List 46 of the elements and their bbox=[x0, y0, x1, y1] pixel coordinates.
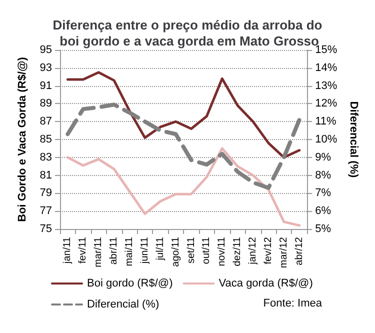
x-tick-label: mar/12 bbox=[278, 236, 290, 268]
y2-tick-label: 12% bbox=[315, 98, 338, 110]
y2-tick-label: 11% bbox=[315, 116, 337, 128]
line-series bbox=[66, 71, 301, 159]
y-tick-label: 79 bbox=[40, 187, 52, 200]
x-tick-label: jun/11 bbox=[139, 236, 150, 265]
line-series bbox=[66, 102, 302, 190]
y-tick-label: 87 bbox=[40, 116, 52, 128]
y2-tick-label: 14% bbox=[315, 62, 338, 74]
y-axis-title: Boi Gordo e Vaca Gorda (R$/@) bbox=[16, 56, 28, 222]
x-tick-label: abr/12 bbox=[294, 236, 305, 266]
legend-label: Diferencial (%) bbox=[87, 298, 160, 310]
y-tick-label: 89 bbox=[40, 98, 52, 110]
y-tick-label: 75 bbox=[40, 223, 52, 235]
y2-tick-label: 7% bbox=[315, 187, 332, 200]
x-tick-label: jan/11 bbox=[62, 236, 74, 265]
source-note: Fonte: Imea bbox=[263, 298, 323, 310]
x-tick-label: jan/12 bbox=[248, 236, 259, 266]
x-tick-label: jul/11 bbox=[154, 236, 166, 262]
y-tick-label: 77 bbox=[40, 205, 52, 218]
x-tick-label: fev/12 bbox=[262, 236, 274, 264]
x-tick-label: ago/11 bbox=[170, 236, 182, 267]
legend-label: Boi gordo (R$/@) bbox=[87, 278, 173, 290]
y2-axis-title: Diferencial (%) bbox=[348, 101, 360, 178]
x-tick-label: mai/11 bbox=[124, 236, 135, 266]
y-tick-label: 93 bbox=[40, 62, 52, 74]
line-series bbox=[66, 147, 301, 227]
y-tick-label: 91 bbox=[40, 80, 52, 92]
y2-tick-label: 10% bbox=[315, 134, 338, 146]
y2-tick-label: 9% bbox=[315, 151, 332, 164]
y-tick-label: 83 bbox=[40, 151, 52, 164]
y-tick-label: 81 bbox=[40, 169, 52, 182]
legend-label: Vaca gorda (R$/@) bbox=[218, 278, 313, 290]
y2-tick-label: 8% bbox=[315, 169, 332, 182]
y2-tick-label: 5% bbox=[315, 223, 332, 235]
x-tick-label: nov/11 bbox=[216, 236, 228, 266]
y2-tick-label: 6% bbox=[315, 205, 332, 218]
x-tick-label: mar/11 bbox=[93, 236, 104, 268]
x-tick-label: out/11 bbox=[201, 236, 212, 264]
y-tick-label: 95 bbox=[40, 44, 52, 56]
x-tick-label: fev/11 bbox=[78, 236, 89, 264]
x-tick-label: abr/11 bbox=[108, 236, 120, 265]
x-tick-label: set/11 bbox=[186, 236, 197, 264]
x-tick-label: dez/11 bbox=[232, 236, 244, 266]
y2-tick-label: 13% bbox=[315, 80, 338, 92]
y-tick-label: 85 bbox=[40, 134, 52, 146]
